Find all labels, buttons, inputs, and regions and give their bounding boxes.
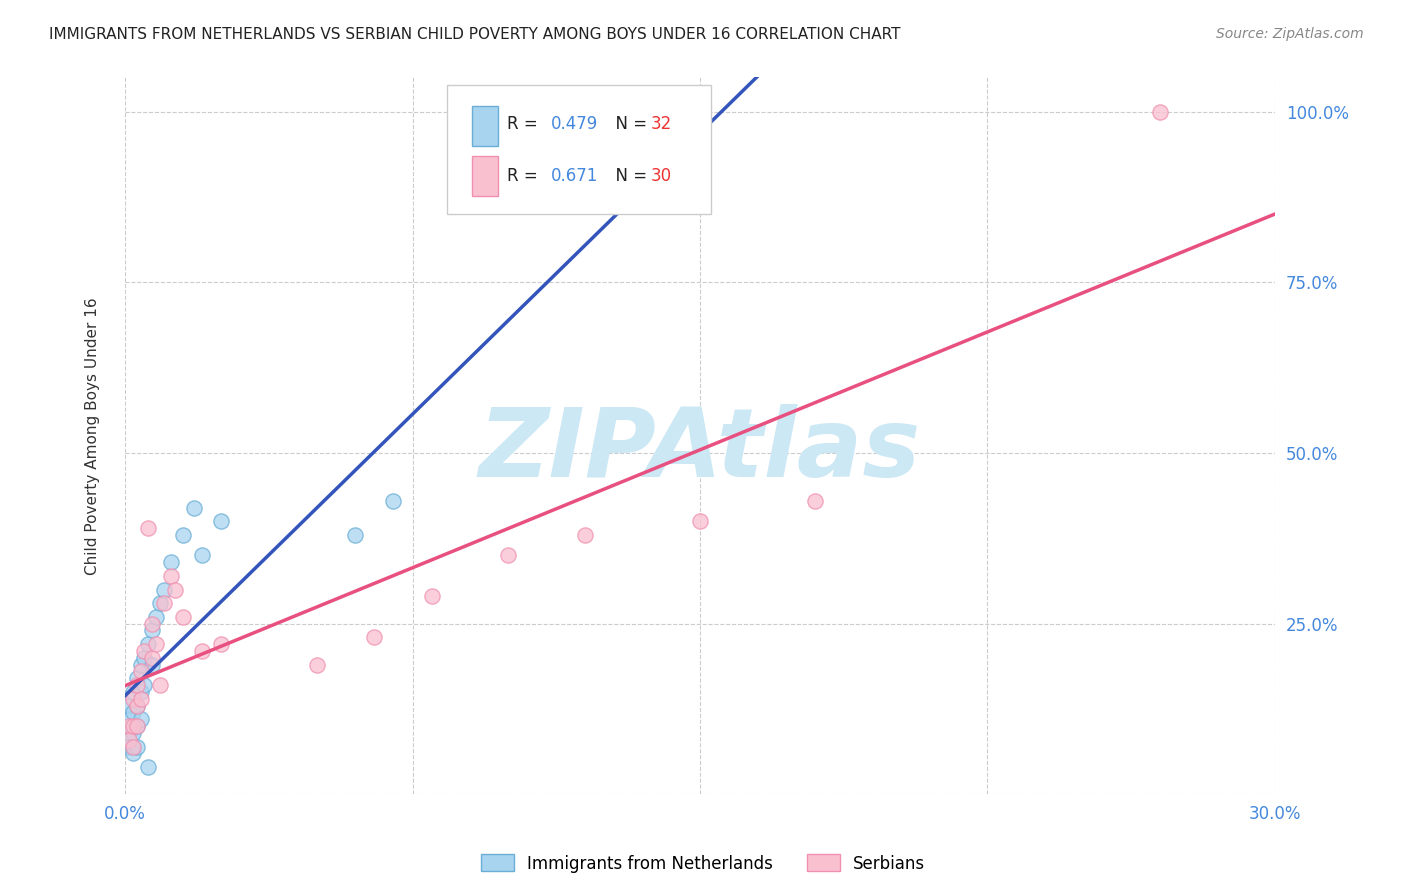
Point [149, 678, 172, 692]
Point [382, 493, 405, 508]
Point [136, 521, 159, 535]
Point [149, 596, 172, 610]
Text: IMMIGRANTS FROM NETHERLANDS VS SERBIAN CHILD POVERTY AMONG BOYS UNDER 16 CORRELA: IMMIGRANTS FROM NETHERLANDS VS SERBIAN C… [49, 27, 901, 42]
Text: R =: R = [508, 115, 543, 133]
Point [209, 637, 232, 651]
Point [129, 665, 152, 679]
Point [129, 691, 152, 706]
Y-axis label: Child Poverty Among Boys Under 16: Child Poverty Among Boys Under 16 [86, 297, 100, 574]
Point [134, 644, 156, 658]
Point [118, 712, 141, 726]
FancyBboxPatch shape [472, 106, 498, 145]
Point [191, 549, 214, 563]
Point [152, 596, 174, 610]
Point [160, 555, 183, 569]
Point [574, 528, 596, 542]
Point [209, 514, 232, 528]
Point [122, 685, 145, 699]
Point [122, 726, 145, 740]
Text: N =: N = [605, 115, 652, 133]
Point [420, 590, 443, 604]
Point [134, 678, 156, 692]
Point [122, 747, 145, 761]
Point [183, 500, 205, 515]
Text: 0.671: 0.671 [551, 168, 598, 186]
Point [165, 582, 187, 597]
Point [145, 637, 167, 651]
Point [122, 739, 145, 754]
Point [689, 514, 711, 528]
Point [804, 493, 827, 508]
Point [134, 650, 156, 665]
Point [118, 732, 141, 747]
Point [141, 616, 163, 631]
Point [136, 637, 159, 651]
Text: ZIPAtlas: ZIPAtlas [479, 404, 921, 497]
Text: N =: N = [605, 168, 652, 186]
Point [118, 719, 141, 733]
Point [125, 739, 148, 754]
FancyBboxPatch shape [447, 85, 711, 214]
Point [160, 569, 183, 583]
Point [141, 657, 163, 672]
Point [125, 698, 148, 713]
Legend: Immigrants from Netherlands, Serbians: Immigrants from Netherlands, Serbians [474, 847, 932, 880]
Point [125, 698, 148, 713]
Point [136, 760, 159, 774]
Point [141, 650, 163, 665]
Point [191, 644, 214, 658]
Point [125, 719, 148, 733]
Point [172, 528, 194, 542]
Point [498, 549, 520, 563]
Point [122, 739, 145, 754]
Point [129, 657, 152, 672]
Point [125, 719, 148, 733]
Point [118, 698, 141, 713]
Text: 30: 30 [651, 168, 672, 186]
Point [122, 719, 145, 733]
Point [305, 657, 328, 672]
Point [363, 630, 385, 644]
Text: 0.479: 0.479 [551, 115, 598, 133]
Text: R =: R = [508, 168, 543, 186]
Point [152, 582, 174, 597]
Point [118, 726, 141, 740]
Point [125, 671, 148, 685]
Point [1149, 104, 1171, 119]
Text: Source: ZipAtlas.com: Source: ZipAtlas.com [1216, 27, 1364, 41]
Point [122, 691, 145, 706]
Point [344, 528, 367, 542]
Point [129, 712, 152, 726]
Point [172, 610, 194, 624]
Point [141, 624, 163, 638]
Point [129, 685, 152, 699]
Point [145, 610, 167, 624]
FancyBboxPatch shape [472, 156, 498, 195]
Text: 32: 32 [651, 115, 672, 133]
Point [118, 739, 141, 754]
Point [125, 678, 148, 692]
Point [122, 706, 145, 720]
